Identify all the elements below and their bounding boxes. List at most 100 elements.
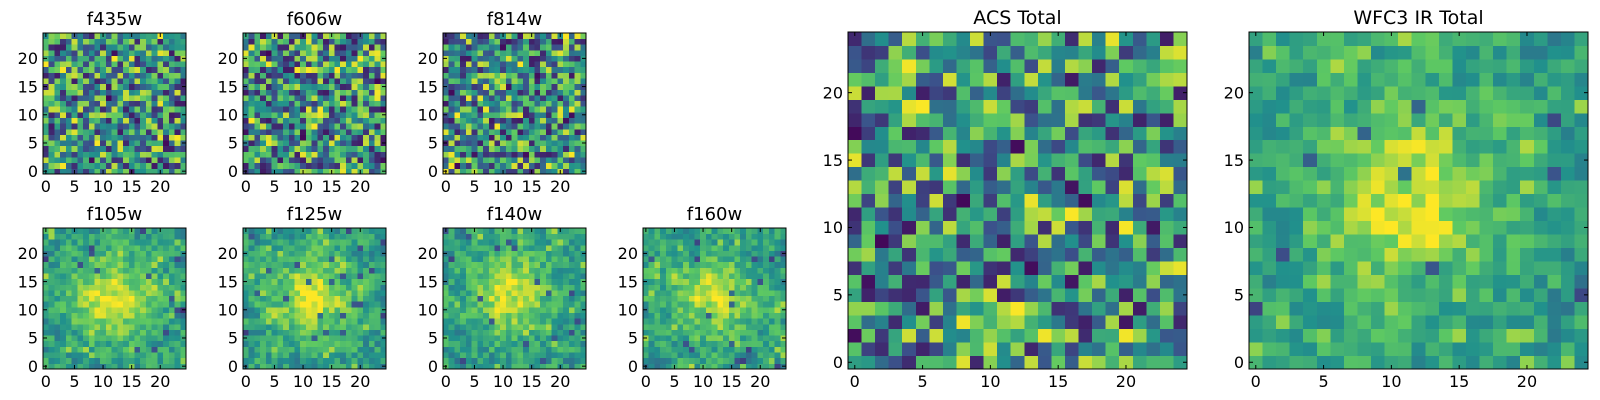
heatmap-cell (54, 168, 61, 175)
heatmap-cell (551, 55, 558, 62)
heatmap-cell (351, 363, 358, 370)
heatmap-cell (500, 239, 507, 246)
heatmap-cell (643, 261, 650, 268)
heatmap-cell (248, 340, 255, 347)
heatmap-cell (265, 145, 272, 152)
heatmap-cell (345, 140, 353, 147)
heatmap-cell (751, 363, 758, 370)
heatmap-cell (780, 244, 787, 251)
heatmap-cell (260, 61, 267, 68)
heatmap-cell (460, 290, 467, 297)
heatmap-cell (94, 318, 101, 325)
heatmap-cell (140, 83, 147, 90)
heatmap-cell (568, 340, 575, 347)
heatmap-cell (157, 329, 164, 336)
heatmap-cell (60, 55, 67, 62)
heatmap-cell (48, 312, 55, 319)
heatmap-cell (134, 100, 141, 107)
heatmap-cell (643, 256, 650, 263)
heatmap-cell (915, 261, 930, 276)
heatmap-cell (740, 306, 747, 313)
heatmap-cell (60, 44, 67, 51)
heatmap-cell (540, 95, 547, 102)
heatmap-cell (168, 323, 175, 330)
heatmap-cell (117, 261, 124, 268)
heatmap-cell (345, 233, 353, 240)
heatmap-cell (283, 312, 290, 319)
heatmap-cell (351, 44, 358, 51)
heatmap-cell (180, 340, 187, 347)
heatmap-cell (140, 100, 147, 107)
heatmap-cell (374, 329, 381, 336)
heatmap-cell (357, 145, 364, 152)
heatmap-cell (151, 66, 158, 73)
heatmap-cell (363, 250, 370, 257)
heatmap-cell (305, 329, 313, 336)
heatmap-cell (563, 329, 570, 336)
heatmap-cell (145, 301, 153, 308)
heatmap-cell (942, 328, 957, 343)
heatmap-cell (277, 239, 284, 246)
heatmap-cell (323, 95, 330, 102)
heatmap-cell (523, 100, 530, 107)
heatmap-cell (294, 284, 301, 291)
heatmap-cell (48, 100, 55, 107)
heatmap-cell (534, 290, 541, 297)
heatmap-cell (997, 274, 1012, 289)
heatmap-cell (265, 278, 272, 285)
heatmap-cell (368, 346, 375, 353)
heatmap-cell (65, 117, 72, 124)
heatmap-cell (683, 312, 690, 319)
heatmap-cell (460, 306, 467, 313)
heatmap-cell (1159, 342, 1174, 356)
heatmap-cell (180, 357, 187, 364)
heatmap-cell (1119, 288, 1134, 302)
heatmap-cell (1092, 301, 1107, 316)
heatmap-cell (100, 123, 107, 130)
heatmap-cell (643, 352, 650, 359)
heatmap-cell (1146, 234, 1161, 249)
heatmap-cell (443, 295, 450, 302)
heatmap-cell (128, 301, 135, 308)
heatmap-cell (277, 244, 284, 251)
x-tick-label: 5 (69, 372, 79, 391)
heatmap-cell (454, 290, 461, 297)
heatmap-cell (265, 335, 272, 342)
heatmap-cell (317, 83, 324, 90)
heatmap-cell (540, 151, 547, 158)
heatmap-cell (477, 145, 484, 152)
heatmap-cell (677, 290, 684, 297)
heatmap-cell (88, 55, 95, 62)
heatmap-cell (705, 329, 713, 336)
heatmap-cell (323, 273, 330, 280)
heatmap-cell (140, 273, 147, 280)
heatmap-cell (174, 278, 181, 285)
heatmap-cell (271, 111, 278, 118)
heatmap-cell (345, 38, 353, 45)
heatmap-cell (71, 357, 78, 364)
heatmap-cell (83, 329, 90, 336)
heatmap-cell (997, 328, 1012, 343)
heatmap-cell (265, 239, 272, 246)
heatmap-cell (454, 273, 461, 280)
heatmap-cell (83, 318, 90, 325)
heatmap-cell (94, 273, 101, 280)
heatmap-cell (374, 312, 381, 319)
heatmap-cell (717, 233, 724, 240)
heatmap-cell (929, 247, 944, 262)
heatmap-cell (511, 157, 518, 164)
heatmap-cell (494, 128, 501, 135)
heatmap-cell (528, 134, 535, 141)
heatmap-cell (505, 233, 513, 240)
heatmap-cell (523, 134, 530, 141)
heatmap-cell (311, 261, 318, 268)
heatmap-cell (283, 301, 290, 308)
heatmap-cell (465, 335, 472, 342)
heatmap-cell (540, 128, 547, 135)
heatmap-cell (123, 162, 130, 169)
heatmap-cell (277, 273, 284, 280)
heatmap-cell (283, 140, 290, 147)
heatmap-cell (65, 323, 72, 330)
